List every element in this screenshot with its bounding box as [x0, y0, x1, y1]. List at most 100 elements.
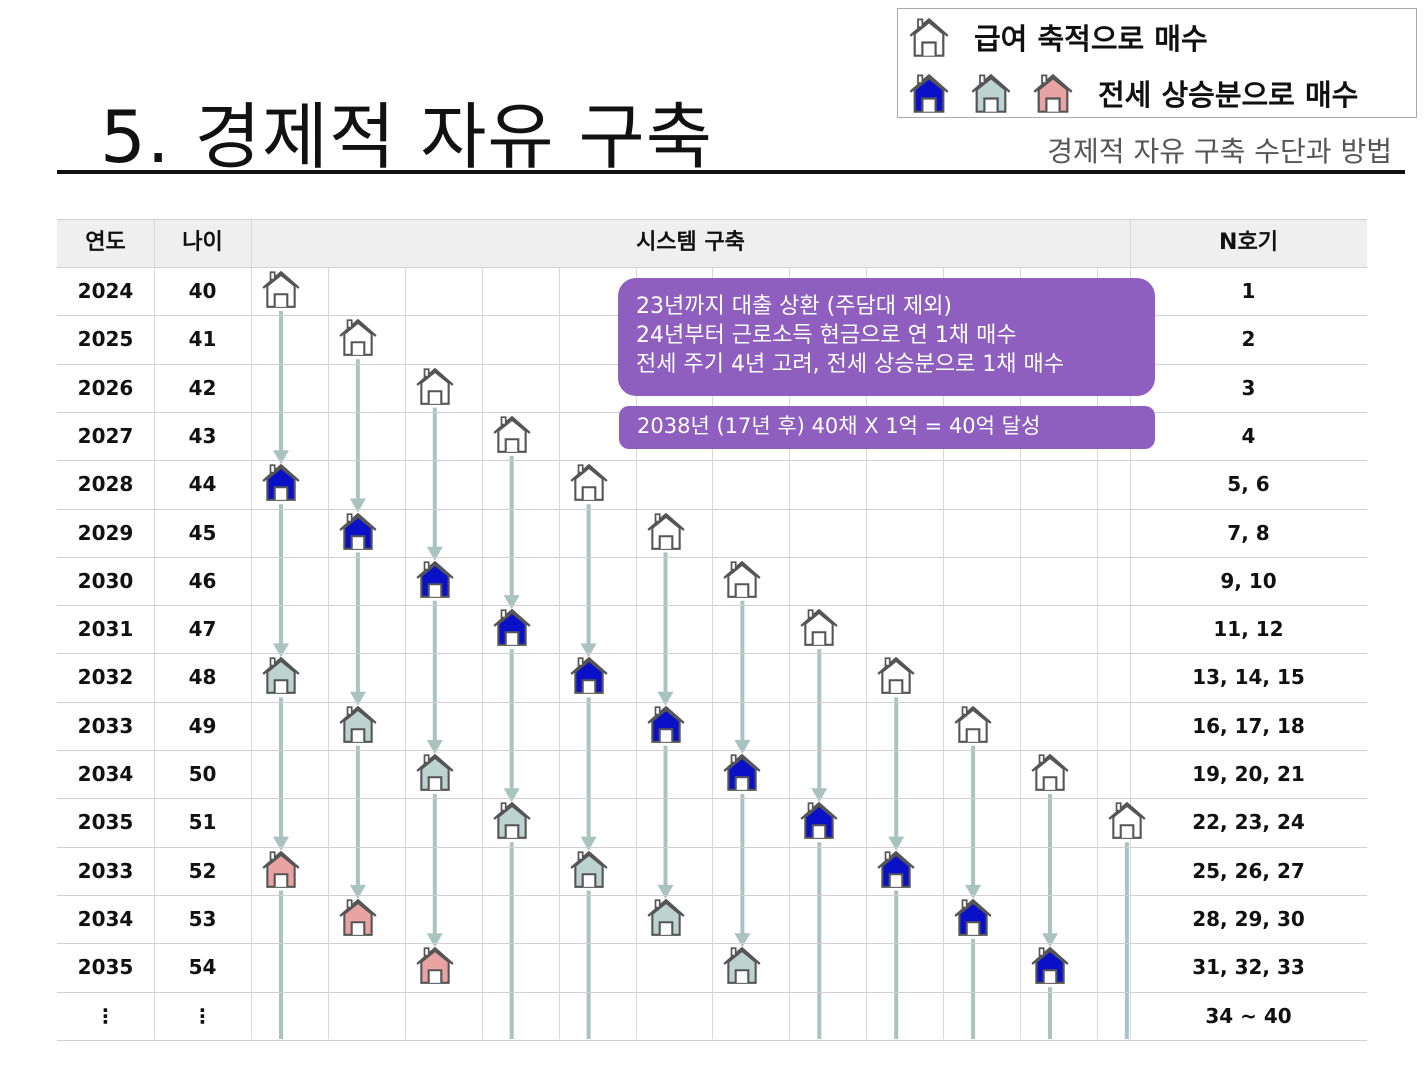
house-blue-icon [875, 848, 917, 890]
count-cell: 1 [1241, 279, 1256, 303]
house-blue-icon [645, 703, 687, 745]
house-outline-icon [721, 558, 763, 600]
year-cell: 2024 [77, 279, 134, 303]
timeline-arrow [965, 745, 982, 899]
house-outline-icon [645, 510, 687, 552]
count-cell: 7, 8 [1227, 520, 1270, 545]
row-divider [57, 894, 1367, 896]
house-gray-icon [568, 848, 610, 890]
timeline-arrow [273, 697, 289, 851]
timeline-arrow [817, 842, 822, 1039]
column-divider [866, 267, 868, 1039]
column-divider [154, 219, 155, 1039]
year-cell: 2031 [77, 617, 134, 642]
year-cell: 2030 [77, 568, 134, 593]
count-cell: 19, 20, 21 [1192, 762, 1305, 786]
house-blue-icon [337, 510, 379, 552]
timeline-arrow [811, 649, 828, 803]
year-cell: 2033 [77, 858, 134, 883]
timeline-arrow [971, 938, 976, 1039]
house-gray-icon [491, 799, 533, 841]
house-blue-icon [491, 606, 533, 648]
row-divider [57, 846, 1367, 848]
header-system: 시스템 구축 [636, 230, 745, 255]
goal-callout: 2038년 (17년 후) 40채 X 1억 = 40억 달성 [619, 406, 1155, 449]
plan-line-2: 24년부터 근로소득 현금으로 연 1채 매수 [636, 323, 1017, 348]
legend-row-jeonse: 전세 상승분으로 매수 [906, 71, 1358, 115]
column-divider [558, 267, 560, 1039]
row-divider [57, 798, 1367, 800]
timeline-arrow [349, 745, 366, 899]
house-gray-icon [721, 944, 763, 986]
count-cell: 9, 10 [1220, 568, 1277, 593]
header-year: 연도 [85, 230, 126, 255]
timeline-arrow [279, 890, 283, 1039]
house-pink-icon [260, 848, 302, 890]
house-outline-icon [798, 606, 840, 648]
row-divider [57, 701, 1367, 703]
house-outline-icon [414, 365, 456, 407]
schedule-table: 연도 나이 시스템 구축 N호기 2024 40 1 2025 41 2 2026 42 3 20… [57, 219, 1367, 1041]
house-gray-icon [414, 751, 456, 793]
timeline-arrow [1048, 987, 1052, 1039]
timeline-arrow [273, 504, 289, 658]
header-count: N호기 [1219, 230, 1278, 255]
year-cell: 2029 [77, 520, 134, 545]
row-divider [57, 943, 1367, 945]
column-divider [1020, 267, 1021, 1039]
house-gray-icon [645, 896, 687, 938]
row-divider [57, 750, 1367, 751]
house-blue-icon [1029, 944, 1071, 986]
house-blue-icon [568, 654, 610, 696]
age-cell: 43 [188, 423, 217, 448]
age-cell: 54 [188, 955, 217, 980]
house-outline-icon [568, 461, 610, 503]
house-outline-icon [1029, 751, 1071, 793]
age-cell: 50 [188, 762, 217, 786]
header-age: 나이 [182, 230, 223, 255]
house-blue-icon [952, 896, 994, 938]
timeline-arrow [273, 311, 289, 465]
row-divider [57, 267, 1367, 268]
age-cell: 46 [188, 568, 217, 593]
house-outline-icon [1106, 799, 1148, 841]
house-outline-icon [952, 703, 994, 745]
house-outline-icon [260, 268, 302, 310]
column-divider [635, 267, 637, 1039]
house-outline-icon [337, 316, 379, 358]
timeline-arrow [426, 600, 443, 754]
timeline-arrow [426, 407, 443, 561]
count-cell: 13, 14, 15 [1192, 665, 1305, 690]
timeline-arrow [734, 600, 751, 754]
year-cell: 2025 [77, 327, 134, 352]
legend-row-salary: 급여 축적으로 매수 [906, 15, 1208, 59]
column-divider [943, 267, 945, 1039]
row-divider [57, 556, 1367, 558]
column-divider [481, 267, 483, 1039]
house-blue-icon [798, 799, 840, 841]
age-cell: 45 [188, 520, 217, 545]
house-gray-icon [968, 71, 1014, 115]
row-divider [57, 991, 1367, 993]
row-divider [57, 460, 1367, 462]
timeline-arrow [426, 794, 443, 948]
timeline-arrow [1042, 794, 1058, 948]
count-cell: 4 [1241, 423, 1256, 448]
age-cell: 40 [188, 279, 217, 303]
house-outline-icon [491, 413, 533, 455]
legend-label-jeonse: 전세 상승분으로 매수 [1098, 78, 1359, 112]
year-cell: 2032 [77, 665, 134, 690]
count-cell: 2 [1241, 327, 1256, 352]
count-cell: 11, 12 [1213, 617, 1284, 642]
count-cell: 3 [1241, 375, 1256, 400]
house-pink-icon [337, 896, 379, 938]
plan-line-1: 23년까지 대출 상환 (주담대 제외) [636, 294, 953, 319]
timeline-arrow [349, 359, 366, 513]
count-cell: 25, 26, 27 [1192, 858, 1305, 883]
timeline-arrow [734, 794, 751, 948]
column-divider [327, 267, 329, 1039]
timeline-arrow [503, 455, 520, 610]
page-subtitle: 경제적 자유 구축 수단과 방법 [1047, 135, 1392, 168]
age-cell: 52 [188, 858, 217, 883]
house-gray-icon [337, 703, 379, 745]
